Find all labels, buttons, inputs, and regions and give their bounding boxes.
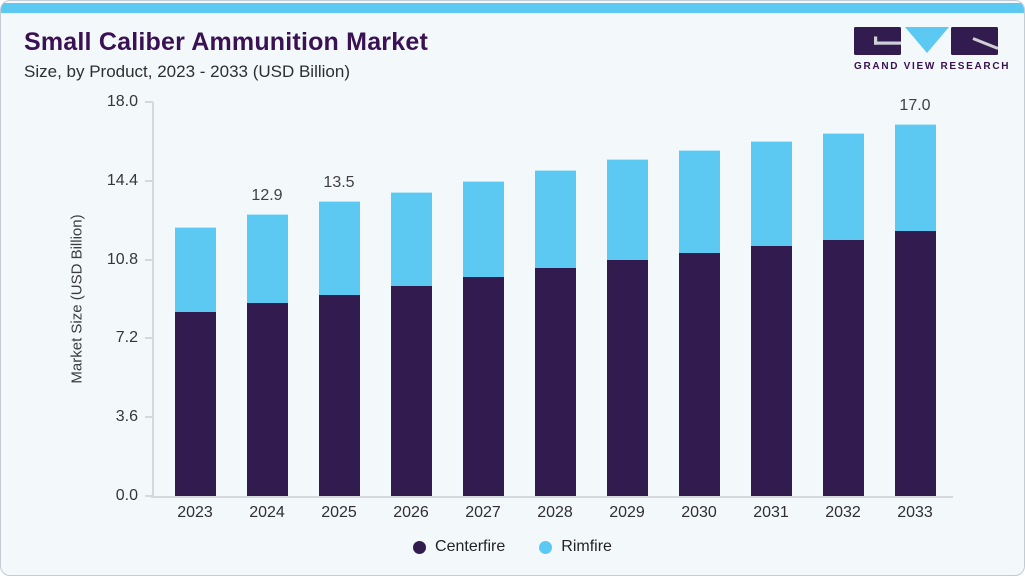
bar-2026 bbox=[390, 191, 432, 496]
x-tick-label-2029: 2029 bbox=[609, 504, 645, 521]
bar-value-label-2033: 17.0 bbox=[899, 96, 931, 114]
y-tick-mark bbox=[145, 495, 153, 497]
top-accent-stripe bbox=[1, 3, 1024, 13]
chart-legend: Centerfire Rimfire bbox=[1, 538, 1024, 556]
bar-segment-rimfire bbox=[174, 226, 216, 313]
bar-value-label-2024: 12.9 bbox=[251, 186, 283, 204]
legend-label-rimfire: Rimfire bbox=[561, 538, 612, 555]
y-tick-mark bbox=[145, 258, 153, 261]
y-tick-label: 3.6 bbox=[115, 408, 138, 426]
bar-segment-rimfire bbox=[534, 169, 576, 269]
gvr-logo-icon bbox=[854, 27, 998, 55]
x-tick-label-2023: 2023 bbox=[177, 504, 213, 521]
legend-item-rimfire: Rimfire bbox=[539, 538, 612, 556]
bar-segment-centerfire bbox=[750, 246, 792, 496]
legend-item-centerfire: Centerfire bbox=[413, 538, 505, 556]
bar-segment-centerfire bbox=[678, 253, 720, 496]
page-title: Small Caliber Ammunition Market bbox=[24, 28, 428, 56]
plot-area: 18.0 14.4 10.8 7.2 3.6 0.0 2023 12.9 2024 13.5 202… bbox=[107, 93, 953, 521]
bar-segment-rimfire bbox=[462, 180, 504, 278]
bar-segment-centerfire bbox=[318, 294, 360, 496]
x-tick-label-2025: 2025 bbox=[321, 504, 357, 521]
bar-segment-rimfire bbox=[318, 200, 360, 295]
x-tick-label-2030: 2030 bbox=[681, 504, 717, 521]
bar-segment-rimfire bbox=[606, 158, 648, 260]
bar-segment-rimfire bbox=[750, 141, 792, 247]
bar-2023 bbox=[174, 226, 216, 496]
bar-2033 bbox=[894, 123, 936, 496]
y-axis-line bbox=[152, 102, 154, 496]
x-axis-line bbox=[151, 496, 953, 498]
x-tick-label-2033: 2033 bbox=[897, 504, 933, 521]
bar-2030 bbox=[678, 150, 720, 496]
bar-segment-centerfire bbox=[462, 277, 504, 496]
page-subtitle: Size, by Product, 2023 - 2033 (USD Billi… bbox=[24, 62, 350, 81]
header: Small Caliber Ammunition Market Size, by… bbox=[24, 28, 428, 82]
bar-2028 bbox=[534, 169, 576, 496]
bar-segment-rimfire bbox=[822, 132, 864, 240]
bar-2029 bbox=[606, 158, 648, 496]
bar-value-label-2025: 13.5 bbox=[323, 173, 355, 191]
bar-segment-rimfire bbox=[390, 191, 432, 286]
bar-segment-centerfire bbox=[606, 259, 648, 496]
y-tick-mark bbox=[145, 337, 153, 340]
bar-2031 bbox=[750, 141, 792, 496]
bar-segment-centerfire bbox=[822, 239, 864, 496]
y-axis-title: Market Size (USD Billion) bbox=[68, 214, 86, 384]
bar-2024 bbox=[246, 213, 288, 496]
bar-segment-rimfire bbox=[246, 213, 288, 304]
bar-segment-centerfire bbox=[174, 312, 216, 496]
bar-segment-centerfire bbox=[534, 268, 576, 496]
x-tick-label-2031: 2031 bbox=[753, 504, 789, 521]
legend-dot-rimfire bbox=[539, 540, 553, 554]
y-tick-mark bbox=[145, 416, 153, 419]
bar-segment-centerfire bbox=[246, 303, 288, 496]
legend-dot-centerfire bbox=[413, 540, 427, 554]
y-tick-label: 18.0 bbox=[106, 93, 138, 110]
y-tick-label: 7.2 bbox=[115, 329, 138, 347]
x-tick-label-2024: 2024 bbox=[249, 504, 285, 521]
x-tick-label-2027: 2027 bbox=[465, 504, 501, 521]
bar-segment-rimfire bbox=[894, 123, 936, 232]
bar-2032 bbox=[822, 132, 864, 496]
y-tick-mark bbox=[145, 179, 153, 182]
bar-segment-rimfire bbox=[678, 150, 720, 254]
x-tick-label-2028: 2028 bbox=[537, 504, 573, 521]
bar-2027 bbox=[462, 180, 504, 496]
y-tick-label: 0.0 bbox=[115, 487, 138, 504]
y-tick-label: 14.4 bbox=[106, 171, 138, 189]
gvr-logo: GRAND VIEW RESEARCH bbox=[854, 27, 1011, 72]
gvr-logo-text: GRAND VIEW RESEARCH bbox=[854, 61, 1011, 72]
y-tick-label: 10.8 bbox=[106, 250, 138, 268]
y-tick-mark bbox=[145, 101, 153, 103]
bar-segment-centerfire bbox=[390, 285, 432, 496]
bar-segment-centerfire bbox=[894, 231, 936, 496]
legend-label-centerfire: Centerfire bbox=[435, 538, 506, 555]
bar-2025 bbox=[318, 200, 360, 496]
x-tick-label-2026: 2026 bbox=[393, 504, 429, 521]
x-tick-label-2032: 2032 bbox=[825, 504, 861, 521]
